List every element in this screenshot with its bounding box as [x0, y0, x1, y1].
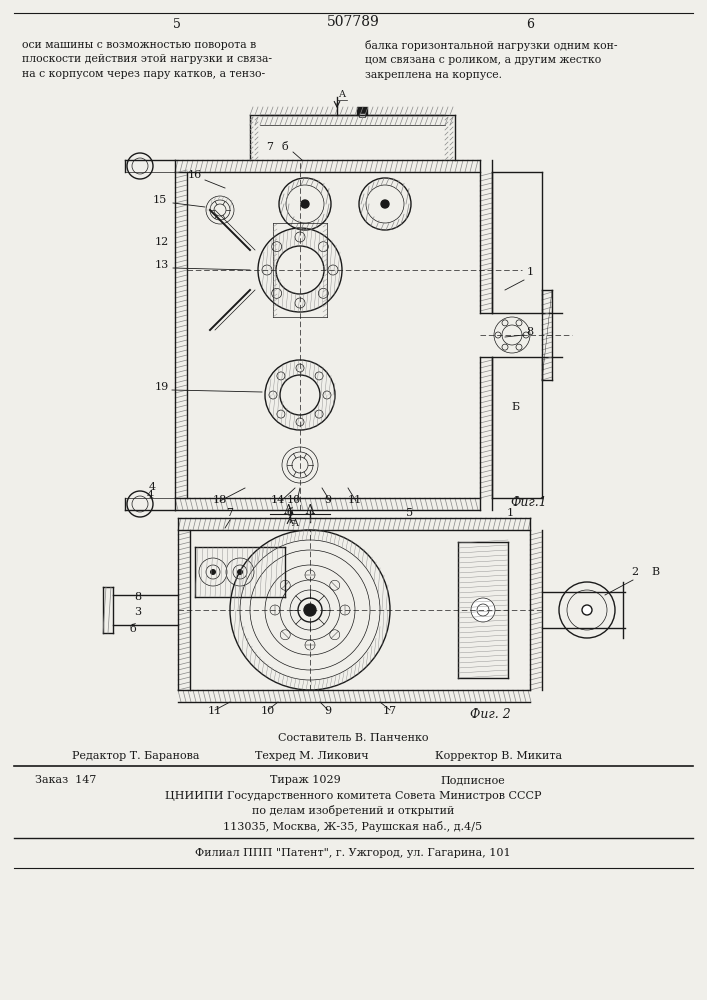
- Text: 3: 3: [134, 607, 141, 617]
- Text: Редактор Т. Баранова: Редактор Т. Баранова: [72, 751, 199, 761]
- Text: 2: 2: [631, 567, 638, 577]
- Text: Б: Б: [511, 402, 519, 412]
- Circle shape: [582, 605, 592, 615]
- Text: б: б: [286, 508, 293, 518]
- Text: балка горизонтальной нагрузки одним кон-
цом связана с роликом, а другим жестко
: балка горизонтальной нагрузки одним кон-…: [365, 40, 617, 80]
- Text: 4: 4: [146, 490, 153, 500]
- Text: A: A: [339, 90, 346, 99]
- Text: 16: 16: [188, 170, 202, 180]
- Text: 1: 1: [506, 508, 513, 518]
- Text: 14: 14: [271, 495, 285, 505]
- Text: 113035, Москва, Ж-35, Раушская наб., д.4/5: 113035, Москва, Ж-35, Раушская наб., д.4…: [223, 820, 483, 832]
- Text: 1: 1: [527, 267, 534, 277]
- Circle shape: [471, 598, 495, 622]
- Text: 7: 7: [267, 142, 274, 152]
- Text: Фиг. 2: Фиг. 2: [470, 708, 510, 720]
- Text: 9: 9: [325, 495, 332, 505]
- Text: Тираж 1029: Тираж 1029: [270, 775, 341, 785]
- Text: Техред М. Ликович: Техред М. Ликович: [255, 751, 368, 761]
- Text: Составитель В. Панченко: Составитель В. Панченко: [278, 733, 428, 743]
- Text: Филиал ППП "Патент", г. Ужгород, ул. Гагарина, 101: Филиал ППП "Патент", г. Ужгород, ул. Гаг…: [195, 848, 511, 858]
- Text: Заказ  147: Заказ 147: [35, 775, 96, 785]
- Text: 8: 8: [134, 592, 141, 602]
- Text: 18: 18: [213, 495, 227, 505]
- Text: 7: 7: [226, 508, 233, 518]
- Text: б: б: [281, 142, 288, 152]
- Bar: [359, 113, 365, 117]
- Text: 11: 11: [208, 706, 222, 716]
- Text: 10: 10: [261, 706, 275, 716]
- Text: 4: 4: [148, 482, 156, 492]
- Text: 15: 15: [153, 195, 167, 205]
- Text: Фиг.1: Фиг.1: [510, 496, 547, 510]
- Text: 5: 5: [407, 508, 414, 518]
- Text: 17: 17: [383, 706, 397, 716]
- Circle shape: [237, 569, 243, 575]
- Circle shape: [301, 200, 309, 208]
- Text: A: A: [291, 519, 298, 528]
- Text: оси машины с возможностью поворота в
плоскости действия этой нагрузки и связа-
н: оси машины с возможностью поворота в пло…: [22, 40, 272, 79]
- Circle shape: [210, 569, 216, 575]
- Text: B: B: [651, 567, 659, 577]
- Text: 12: 12: [155, 237, 169, 247]
- Text: 9: 9: [325, 706, 332, 716]
- Text: б: б: [129, 624, 136, 634]
- Bar: [357, 107, 367, 115]
- Text: 11: 11: [348, 495, 362, 505]
- Text: 6: 6: [526, 18, 534, 31]
- Circle shape: [381, 200, 389, 208]
- Text: А - А: А - А: [284, 504, 315, 516]
- Circle shape: [304, 604, 316, 616]
- Text: 13: 13: [155, 260, 169, 270]
- Text: 19: 19: [155, 382, 169, 392]
- Text: по делам изобретений и открытий: по делам изобретений и открытий: [252, 806, 454, 816]
- Text: Подписное: Подписное: [440, 775, 505, 785]
- Text: 5: 5: [173, 18, 181, 31]
- Text: 507789: 507789: [327, 15, 380, 29]
- Text: 8: 8: [527, 327, 534, 337]
- Text: Корректор В. Микита: Корректор В. Микита: [435, 751, 562, 761]
- Text: 10: 10: [287, 495, 301, 505]
- Text: ЦНИИПИ Государственного комитета Совета Министров СССР: ЦНИИПИ Государственного комитета Совета …: [165, 791, 542, 801]
